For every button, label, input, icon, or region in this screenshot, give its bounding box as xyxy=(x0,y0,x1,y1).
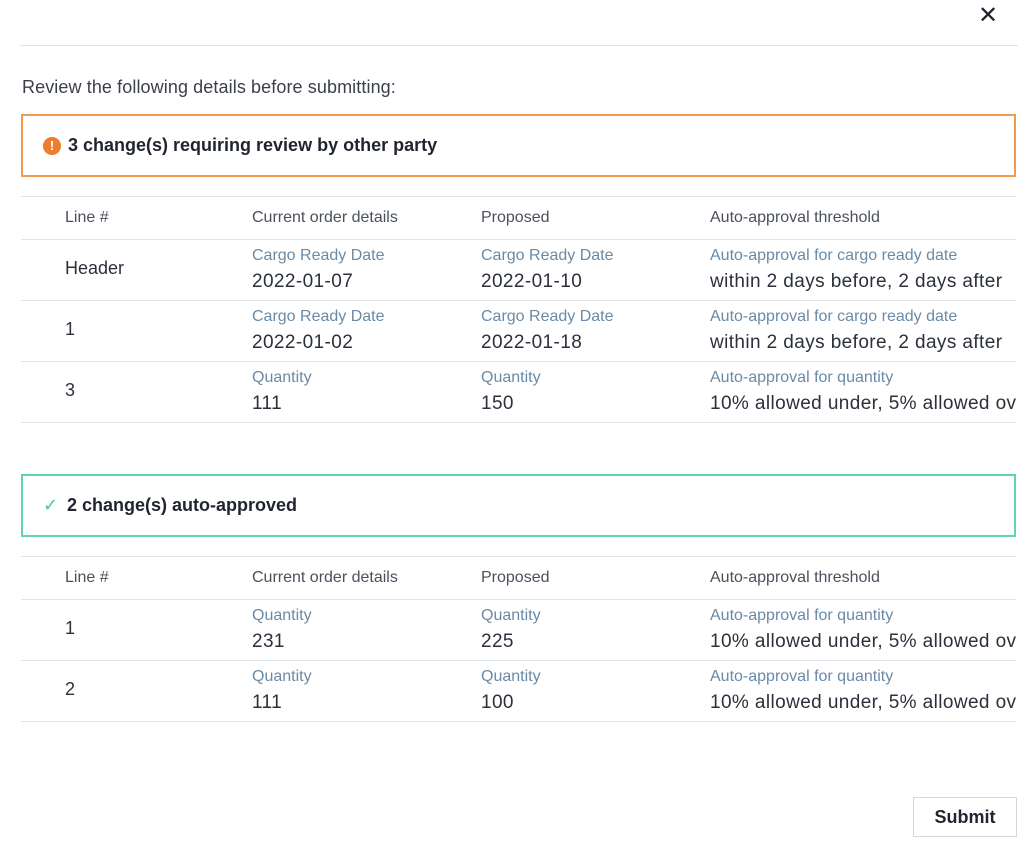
threshold-label: Auto-approval for quantity xyxy=(710,369,894,386)
proposed-label: Quantity xyxy=(481,668,541,685)
proposed-value: 2022-01-18 xyxy=(481,332,583,353)
table-row: 3 Quantity 111 Quantity 150 Auto-approva… xyxy=(21,362,1016,423)
auto-approved-banner: ✓ 2 change(s) auto-approved xyxy=(21,474,1016,537)
threshold-label: Auto-approval for quantity xyxy=(710,668,894,685)
header-current-order-details: Current order details xyxy=(252,209,398,226)
line-number: Header xyxy=(65,258,125,278)
threshold-value: 10% allowed under, 5% allowed ove xyxy=(710,393,1016,414)
header-auto-approval-threshold: Auto-approval threshold xyxy=(710,569,880,586)
header-current-order-details: Current order details xyxy=(252,569,398,586)
current-value: 111 xyxy=(252,393,283,414)
threshold-value: 10% allowed under, 5% allowed ove xyxy=(710,631,1016,652)
current-label: Quantity xyxy=(252,369,312,386)
threshold-value: within 2 days before, 2 days after xyxy=(710,332,1003,353)
check-icon: ✓ xyxy=(43,495,59,515)
current-label: Quantity xyxy=(252,607,312,624)
close-icon[interactable]: ✕ xyxy=(977,2,999,29)
threshold-value: within 2 days before, 2 days after xyxy=(710,271,1003,292)
threshold-label: Auto-approval for quantity xyxy=(710,607,894,624)
current-value: 2022-01-07 xyxy=(252,271,354,292)
current-value: 231 xyxy=(252,631,285,652)
current-label: Cargo Ready Date xyxy=(252,247,385,264)
line-number: 1 xyxy=(65,618,76,638)
proposed-value: 100 xyxy=(481,692,514,713)
proposed-label: Cargo Ready Date xyxy=(481,308,614,325)
proposed-value: 225 xyxy=(481,631,514,652)
threshold-value: 10% allowed under, 5% allowed ove xyxy=(710,692,1016,713)
threshold-label: Auto-approval for cargo ready date xyxy=(710,308,958,325)
table-row: 2 Quantity 111 Quantity 100 Auto-approva… xyxy=(21,661,1016,722)
table-header-row: Line # Current order details Proposed Au… xyxy=(21,556,1016,600)
current-value: 111 xyxy=(252,692,283,713)
header-proposed: Proposed xyxy=(481,569,550,586)
table-row: 1 Quantity 231 Quantity 225 Auto-approva… xyxy=(21,600,1016,661)
table-header-row: Line # Current order details Proposed Au… xyxy=(21,196,1016,240)
line-number: 2 xyxy=(65,679,76,699)
proposed-value: 2022-01-10 xyxy=(481,271,583,292)
current-label: Cargo Ready Date xyxy=(252,308,385,325)
header-line-number: Line # xyxy=(65,569,109,586)
current-label: Quantity xyxy=(252,668,312,685)
proposed-value: 150 xyxy=(481,393,514,414)
header-proposed: Proposed xyxy=(481,209,550,226)
review-required-banner: ! 3 change(s) requiring review by other … xyxy=(21,114,1016,177)
header-line-number: Line # xyxy=(65,209,109,226)
submit-button[interactable]: Submit xyxy=(913,797,1017,837)
header-divider xyxy=(20,45,1018,46)
threshold-label: Auto-approval for cargo ready date xyxy=(710,247,958,264)
intro-text: Review the following details before subm… xyxy=(22,77,396,97)
table-row: 1 Cargo Ready Date 2022-01-02 Cargo Read… xyxy=(21,301,1016,362)
line-number: 1 xyxy=(65,319,76,339)
current-value: 2022-01-02 xyxy=(252,332,354,353)
close-button[interactable]: ✕ xyxy=(970,4,1006,28)
proposed-label: Cargo Ready Date xyxy=(481,247,614,264)
auto-approved-table: Line # Current order details Proposed Au… xyxy=(21,556,1016,722)
table-row: Header Cargo Ready Date 2022-01-07 Cargo… xyxy=(21,240,1016,301)
review-changes-table: Line # Current order details Proposed Au… xyxy=(21,196,1016,423)
proposed-label: Quantity xyxy=(481,369,541,386)
auto-approved-title: 2 change(s) auto-approved xyxy=(67,495,298,515)
header-auto-approval-threshold: Auto-approval threshold xyxy=(710,209,880,226)
review-required-title: 3 change(s) requiring review by other pa… xyxy=(68,135,438,155)
exclamation-circle-icon: ! xyxy=(43,136,61,155)
line-number: 3 xyxy=(65,380,76,400)
proposed-label: Quantity xyxy=(481,607,541,624)
